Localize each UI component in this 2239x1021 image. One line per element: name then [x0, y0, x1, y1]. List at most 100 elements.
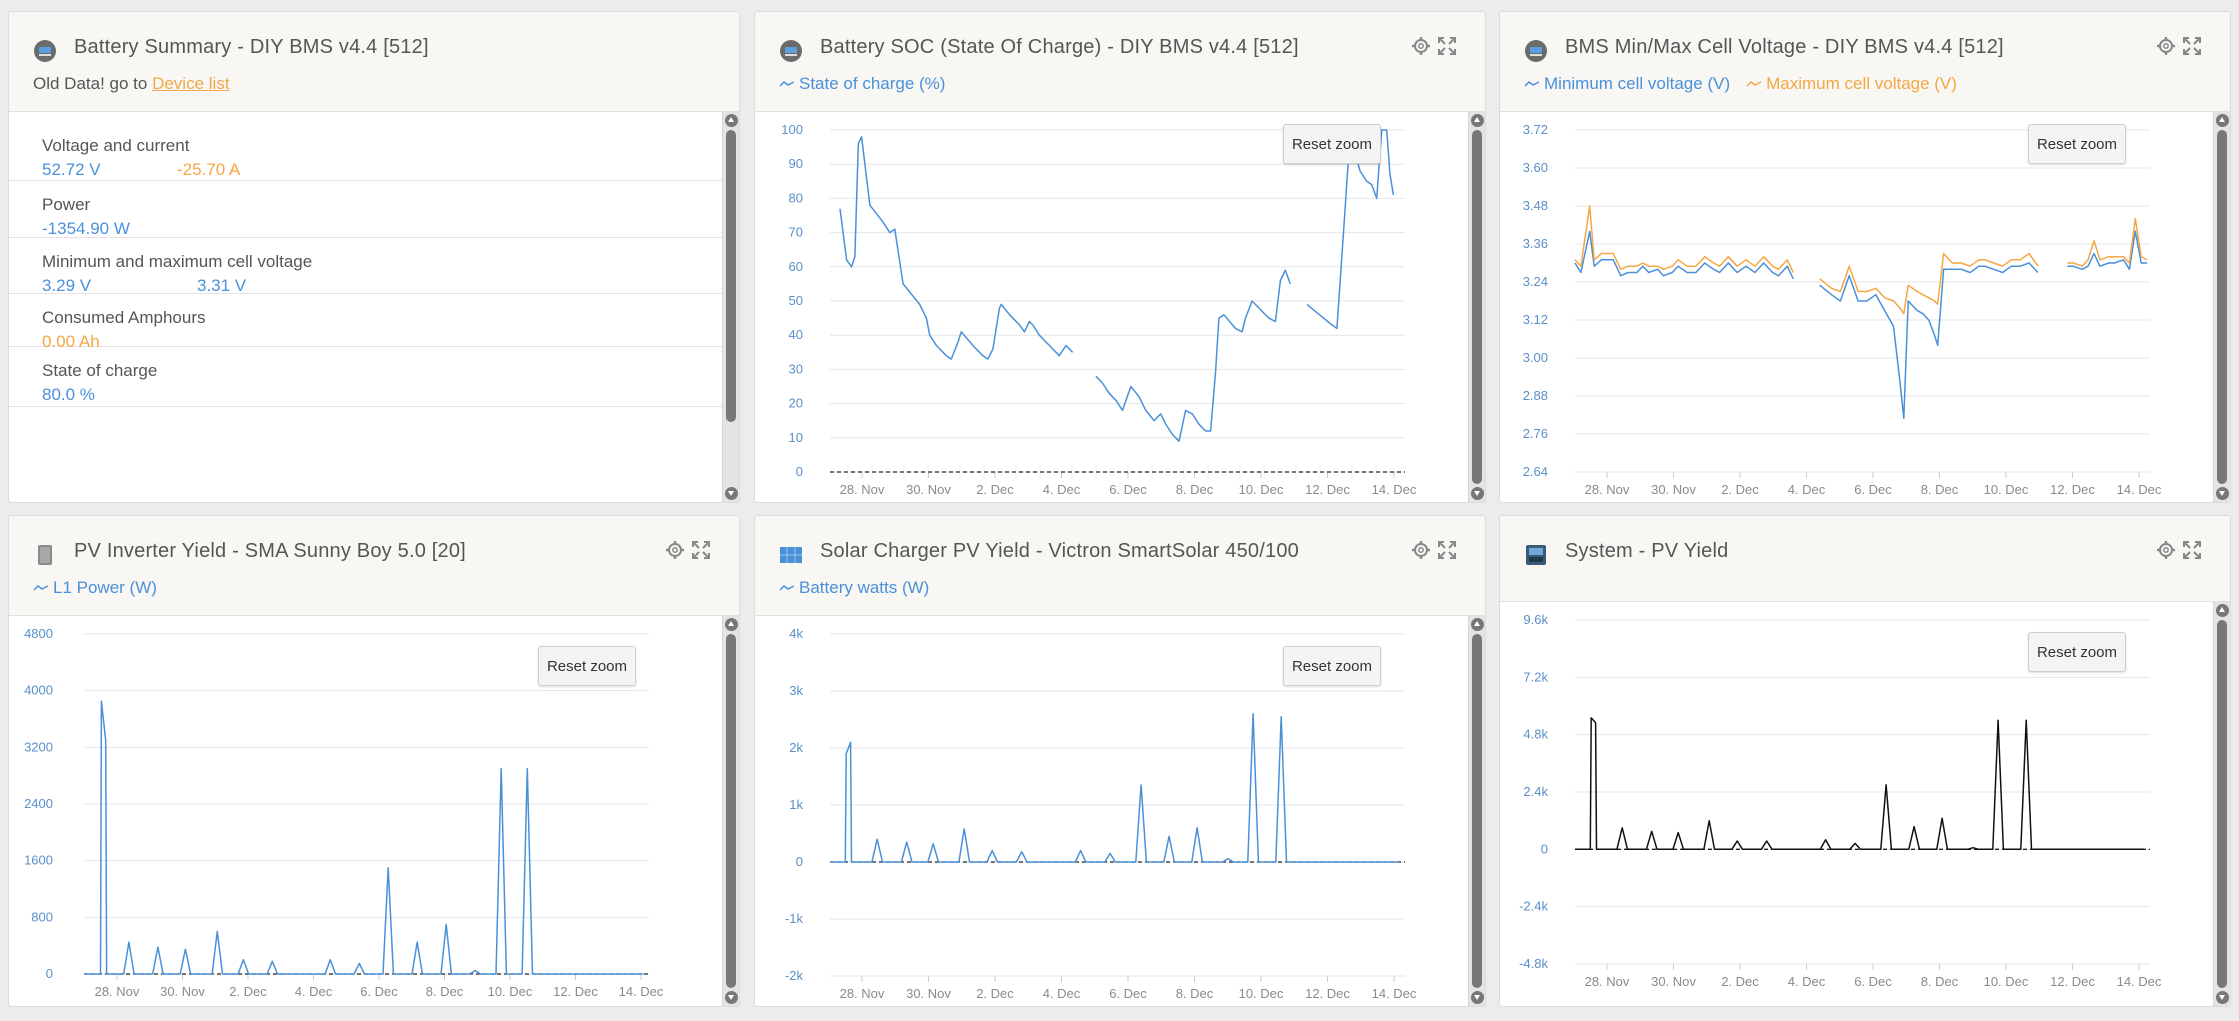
reset-zoom-button[interactable]: Reset zoom: [1283, 646, 1381, 686]
x-tick-label: 30. Nov: [906, 482, 951, 497]
battery-row-values: 80.0 %: [42, 385, 689, 405]
expand-icon[interactable]: [1437, 540, 1457, 560]
chart-legend: Minimum cell voltage (V) Maximum cell vo…: [1524, 74, 1957, 94]
reset-zoom-button[interactable]: Reset zoom: [2028, 632, 2126, 672]
gear-icon[interactable]: [1411, 36, 1431, 56]
series-line[interactable]: [839, 136, 1074, 360]
system-pv-chart-svg[interactable]: 9.6k 7.2k 4.8k 2.4k 0 -2.4k -4.8k 28. Nov 30. No…: [1500, 602, 2215, 1006]
series-line[interactable]: [830, 713, 1400, 863]
scrollbar[interactable]: [2213, 602, 2230, 1006]
y-tick-label: 10: [789, 430, 803, 445]
x-tick-label: 6. Dec: [360, 984, 398, 999]
gear-icon[interactable]: [2156, 540, 2176, 560]
panel-header: PV Inverter Yield - SMA Sunny Boy 5.0 [2…: [9, 516, 739, 616]
x-tick-label: 14. Dec: [2117, 974, 2162, 989]
y-tick-label: 50: [789, 293, 803, 308]
battery-device-icon: [1525, 40, 1547, 62]
legend-item[interactable]: Minimum cell voltage (V): [1524, 74, 1730, 94]
scroll-up-icon[interactable]: [2216, 604, 2229, 617]
y-tick-label: 2400: [24, 796, 53, 811]
y-tick-label: 9.6k: [1523, 612, 1548, 627]
scrollbar[interactable]: [722, 112, 739, 502]
scroll-thumb[interactable]: [726, 130, 736, 422]
gear-icon[interactable]: [665, 540, 685, 560]
legend-label: Minimum cell voltage (V): [1544, 74, 1731, 93]
series-line[interactable]: [2067, 230, 2148, 271]
series-line[interactable]: [1095, 269, 1292, 442]
scroll-down-icon[interactable]: [725, 487, 738, 500]
x-tick-label: 10. Dec: [1984, 974, 2029, 989]
battery-device-icon: [780, 40, 802, 62]
cell-voltage-chart-svg[interactable]: 3.72 3.60 3.48 3.36 3.24 3.12 3.00 2.88 2.76 2.64…: [1500, 112, 2215, 502]
scroll-up-icon[interactable]: [725, 618, 738, 631]
scroll-down-icon[interactable]: [1471, 991, 1484, 1004]
legend-item[interactable]: State of charge (%): [779, 74, 945, 94]
reset-zoom-button[interactable]: Reset zoom: [538, 646, 636, 686]
legend-item[interactable]: Battery watts (W): [779, 578, 929, 598]
legend-label: Maximum cell voltage (V): [1766, 74, 1957, 93]
expand-icon[interactable]: [2182, 36, 2202, 56]
y-tick-label: 7.2k: [1523, 669, 1548, 684]
y-tick-label: 4k: [789, 626, 803, 641]
series-line[interactable]: [1819, 252, 2039, 315]
reset-zoom-button[interactable]: Reset zoom: [1283, 124, 1381, 164]
x-tick-label: 10. Dec: [1984, 482, 2029, 497]
scroll-up-icon[interactable]: [725, 114, 738, 127]
expand-icon[interactable]: [691, 540, 711, 560]
series-line[interactable]: [1574, 230, 1794, 280]
system-device-icon: [1526, 545, 1546, 565]
scroll-down-icon[interactable]: [2216, 487, 2229, 500]
solar-charger-chart-svg[interactable]: 4k 3k 2k 1k 0 -1k -2k 28. Nov 30. Nov 2. Dec 4. De…: [755, 616, 1470, 1006]
gear-icon[interactable]: [1411, 540, 1431, 560]
expand-icon[interactable]: [2182, 540, 2202, 560]
scroll-down-icon[interactable]: [725, 991, 738, 1004]
cell-voltage-chart: 3.72 3.60 3.48 3.36 3.24 3.12 3.00 2.88 2.76 2.64…: [1500, 112, 2230, 502]
battery-row-values: -1354.90 W: [42, 219, 689, 239]
scrollbar[interactable]: [722, 616, 739, 1006]
old-data-notice: Old Data! go to Device list: [33, 74, 230, 94]
scroll-down-icon[interactable]: [2216, 991, 2229, 1004]
scroll-up-icon[interactable]: [2216, 114, 2229, 127]
series-line[interactable]: [2067, 217, 2148, 267]
device-list-link[interactable]: Device list: [152, 74, 230, 93]
legend-label: L1 Power (W): [53, 578, 157, 597]
x-tick-label: 2. Dec: [1721, 974, 1759, 989]
scroll-thumb[interactable]: [2217, 130, 2227, 484]
panel-header: Battery Summary - DIY BMS v4.4 [512] Old…: [9, 12, 739, 112]
scrollbar[interactable]: [2213, 112, 2230, 502]
scrollbar[interactable]: [1468, 616, 1485, 1006]
scroll-thumb[interactable]: [2217, 620, 2227, 988]
panel-header: System - PV Yield: [1500, 516, 2230, 602]
y-tick-label: 30: [789, 361, 803, 376]
scroll-up-icon[interactable]: [1471, 618, 1484, 631]
scroll-thumb[interactable]: [1472, 130, 1482, 484]
legend-item[interactable]: Maximum cell voltage (V): [1746, 74, 1957, 94]
x-tick-label: 8. Dec: [1176, 482, 1214, 497]
scroll-up-icon[interactable]: [1471, 114, 1484, 127]
panel-header: Battery SOC (State Of Charge) - DIY BMS …: [755, 12, 1485, 112]
scrollbar[interactable]: [1468, 112, 1485, 502]
x-tick-label: 2. Dec: [976, 482, 1014, 497]
gear-icon[interactable]: [2156, 36, 2176, 56]
expand-icon[interactable]: [1437, 36, 1457, 56]
line-series-icon: [1746, 81, 1762, 87]
series-line[interactable]: [1574, 205, 1794, 273]
legend-item[interactable]: L1 Power (W): [33, 578, 157, 598]
series-line[interactable]: [1575, 717, 2145, 851]
x-tick-label: 6. Dec: [1109, 986, 1147, 1001]
scroll-thumb[interactable]: [1472, 634, 1482, 988]
y-tick-label: 4000: [24, 683, 53, 698]
panel-tools: [1411, 36, 1457, 56]
series-line[interactable]: [84, 700, 644, 975]
battery-row-value: -25.70 A: [177, 160, 241, 179]
panel-title: BMS Min/Max Cell Voltage - DIY BMS v4.4 …: [1565, 36, 2004, 58]
y-tick-label: 3k: [789, 683, 803, 698]
pv-inverter-chart-svg[interactable]: 4800 4000 3200 2400 1600 800 0 28. Nov 30. Nov 2.…: [9, 616, 724, 1006]
scroll-down-icon[interactable]: [1471, 487, 1484, 500]
scroll-thumb[interactable]: [726, 634, 736, 988]
series-line[interactable]: [1819, 262, 2039, 419]
x-tick-label: 14. Dec: [1372, 986, 1417, 1001]
reset-zoom-button[interactable]: Reset zoom: [2028, 124, 2126, 164]
x-tick-label: 12. Dec: [2050, 974, 2095, 989]
